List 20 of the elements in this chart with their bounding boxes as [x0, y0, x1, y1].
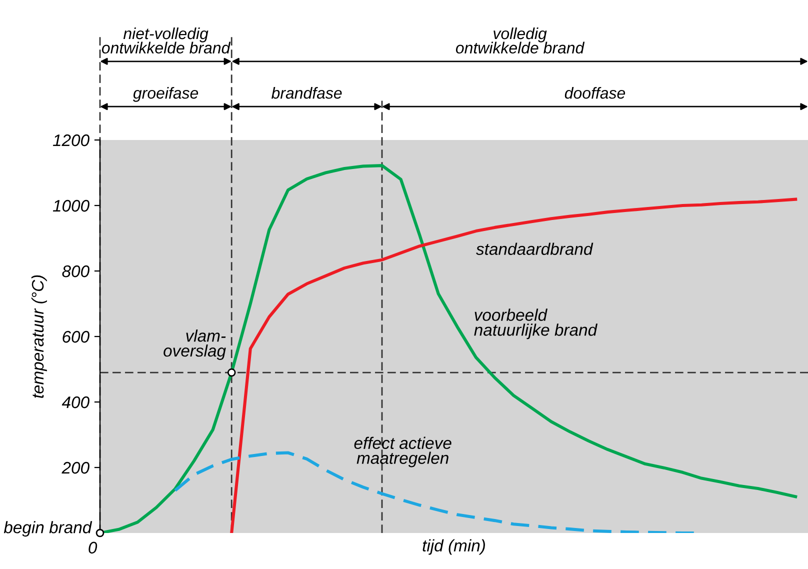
text: groeifase: [132, 86, 198, 102]
series-label: effect actieve maatregelen: [354, 436, 452, 468]
text: 0: [88, 542, 98, 554]
x-axis-title: tijd (min): [422, 539, 485, 555]
series-label: standaardbrand: [476, 242, 594, 255]
text: volledig ontwikkelde brand: [456, 27, 585, 54]
y-tick-label: 1200: [52, 134, 90, 146]
series-label: voorbeeld natuurlijke brand: [474, 308, 598, 340]
text: dooffase: [564, 86, 626, 99]
text: begin brand: [4, 521, 92, 537]
y-tick-label: 800: [62, 265, 90, 278]
line-series: [230, 198, 798, 533]
y-tick-label: 400: [62, 396, 90, 408]
y-tick-label: 1000: [52, 200, 90, 212]
y-axis-title: temperatuur (°C): [31, 275, 47, 398]
text: niet-volledig ontwikkelde brand: [102, 27, 231, 54]
annotation: vlam- overslag: [164, 330, 226, 360]
y-tick-label: 600: [62, 330, 90, 343]
text: brandfase: [272, 86, 342, 99]
y-tick-label: 200: [62, 462, 90, 474]
